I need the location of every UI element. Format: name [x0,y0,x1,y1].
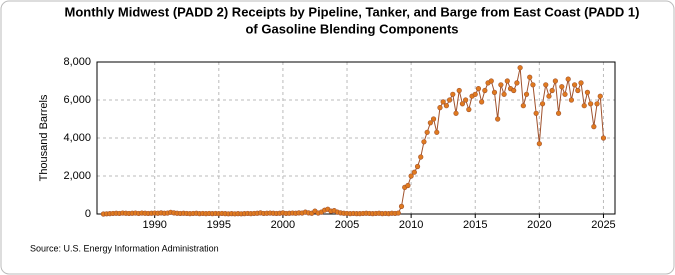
data-point [597,93,603,99]
y-tick-label: 6,000 [63,94,91,106]
data-point [539,101,546,107]
data-point [572,82,578,88]
chart-title: of Gasoline Blending Components [245,21,458,36]
data-point [408,173,414,179]
data-point [479,99,485,105]
data-point [536,141,542,147]
data-point [463,97,469,103]
data-point [533,110,539,116]
data-point [501,91,507,97]
data-point [443,103,449,109]
data-point [552,78,558,84]
data-point [523,91,530,97]
x-tick-label: 2010 [399,219,423,231]
data-point [488,78,494,84]
data-point [559,84,565,90]
data-point [491,89,498,95]
data-point [430,116,437,122]
data-point [418,154,424,160]
data-point [578,80,584,86]
y-tick-label: 8,000 [63,56,91,68]
data-point [575,87,581,94]
x-tick-label: 2000 [271,219,295,231]
data-point [588,101,594,107]
data-point [434,129,440,135]
data-point [517,65,523,71]
data-point [450,91,456,97]
data-point [504,78,510,84]
data-point [514,80,520,86]
data-point [568,97,575,103]
data-point [555,110,562,116]
y-tick-label: 2,000 [63,170,91,182]
data-point [456,87,462,94]
data-point [565,76,571,82]
data-point [584,89,591,95]
data-point [530,82,536,88]
data-point [594,101,600,107]
data-point [511,87,517,94]
data-point [440,99,446,105]
data-point [398,203,405,209]
data-point [427,120,433,126]
data-point [453,110,459,116]
data-point [395,210,401,216]
data-point [414,163,421,170]
data-point [600,135,607,141]
data-point [581,103,587,109]
source: Source: U.S. Energy Information Administ… [30,243,219,253]
data-point [549,87,555,94]
x-tick-label: 2025 [591,219,615,231]
x-tick-label: 1990 [142,219,166,231]
data-point [591,123,597,130]
data-point [466,106,472,113]
x-tick-label: 1995 [207,219,231,231]
data-point [543,82,549,88]
x-tick-label: 2020 [527,219,551,231]
data-point [475,85,482,92]
data-point [498,82,504,88]
x-tick-label: 2005 [335,219,359,231]
data-point [424,129,430,135]
chart-title: Monthly Midwest (PADD 2) Receipts by Pip… [65,4,640,19]
data-point [482,87,488,94]
data-point [459,101,466,107]
data-point [405,182,411,189]
data-point [446,97,453,103]
data-point [421,139,427,145]
data-point [527,74,533,80]
data-point [562,91,568,97]
data-point [472,91,478,97]
x-tick-label: 2015 [463,219,487,231]
y-tick-label: 4,000 [63,132,91,144]
y-axis-label: Thousand Barrels [38,94,50,181]
data-point [437,104,443,111]
data-point [411,169,417,175]
data-point [520,103,526,109]
y-tick-label: 0 [85,208,91,220]
data-point [495,116,501,122]
data-point [546,93,552,99]
